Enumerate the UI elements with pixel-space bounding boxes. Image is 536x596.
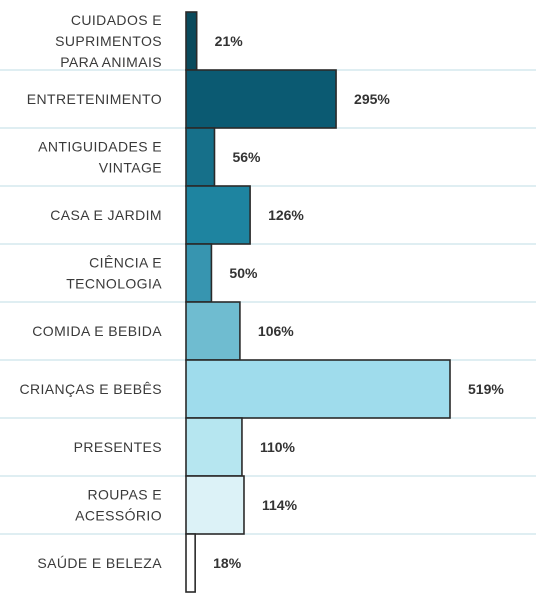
- bar: [185, 417, 243, 477]
- category-label: CASA E JARDIM: [50, 207, 162, 223]
- bar: [185, 243, 213, 303]
- bar: [185, 475, 245, 535]
- bar: [185, 11, 198, 71]
- value-label: 295%: [354, 91, 390, 107]
- bar: [185, 69, 337, 129]
- category-label: CRIANÇAS E BEBÊS: [19, 381, 162, 397]
- value-label: 56%: [232, 149, 261, 165]
- value-label: 110%: [260, 439, 296, 455]
- category-label: PRESENTES: [74, 439, 162, 455]
- category-label: ROUPAS E ACESSÓRIO: [75, 487, 162, 524]
- category-label: COMIDA E BEBIDA: [32, 323, 162, 339]
- value-label: 106%: [258, 323, 294, 339]
- category-label: ANTIGUIDADES E VINTAGE: [38, 139, 162, 176]
- category-label: SAÚDE E BELEZA: [37, 555, 162, 571]
- bar: [185, 127, 216, 187]
- bar: [185, 301, 241, 361]
- category-label: ENTRETENIMENTO: [27, 91, 162, 107]
- bar: [185, 533, 196, 593]
- value-label: 519%: [468, 381, 504, 397]
- value-label: 50%: [229, 265, 258, 281]
- bar: [185, 185, 251, 245]
- value-label: 114%: [262, 497, 298, 513]
- value-label: 18%: [213, 555, 242, 571]
- category-label: CIÊNCIA E TECNOLOGIA: [66, 255, 162, 292]
- value-label: 126%: [268, 207, 304, 223]
- bar: [185, 359, 451, 419]
- value-label: 21%: [215, 33, 244, 49]
- category-label: CUIDADOS E SUPRIMENTOS PARA ANIMAIS: [55, 12, 162, 70]
